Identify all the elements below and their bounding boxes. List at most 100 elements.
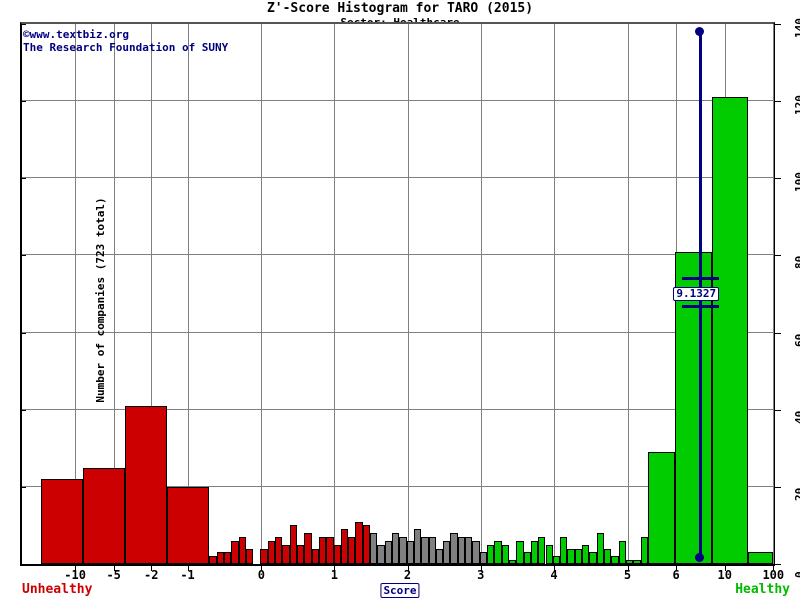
histogram-bar: [245, 548, 254, 564]
y-axis-tick-mark-left: [20, 486, 26, 488]
y-axis-tick-mark-left: [20, 332, 26, 334]
y-axis-tick-mark-left: [20, 178, 26, 180]
gridline-vertical: [334, 24, 336, 564]
histogram-bar: [406, 540, 414, 564]
histogram-bar: [326, 537, 334, 564]
histogram-bar: [333, 544, 341, 564]
y-axis-title: Number of companies (723 total): [94, 197, 108, 403]
histogram-bar: [711, 97, 749, 564]
gridline-horizontal: [22, 408, 773, 410]
x-axis-tick-label: 3: [477, 568, 485, 582]
x-axis-tick-label: 100: [762, 568, 785, 582]
gridline-vertical: [187, 24, 189, 564]
y-axis-tick-label: 140: [793, 18, 800, 38]
histogram-bar: [552, 556, 561, 564]
zone-label-unhealthy: Unhealthy: [22, 582, 93, 597]
x-axis-tick-mark: [113, 566, 115, 571]
histogram-bar: [318, 537, 327, 564]
y-axis-tick-label: 20: [793, 487, 800, 501]
histogram-bar: [304, 533, 312, 564]
histogram-bar: [289, 525, 297, 564]
x-axis-tick-mark: [553, 566, 555, 571]
y-axis-tick-mark-left: [20, 24, 26, 25]
histogram-bar: [421, 537, 429, 564]
x-axis-tick-mark: [676, 566, 678, 571]
credits-line-1: ©www.textbiz.org: [23, 28, 129, 41]
histogram-bar: [435, 548, 444, 564]
histogram-bar: [267, 540, 276, 564]
histogram-bars: [22, 24, 773, 564]
marker-cap-upper: [682, 277, 720, 281]
histogram-bar: [618, 540, 626, 564]
gridline-horizontal: [22, 100, 773, 102]
histogram-bar: [538, 537, 546, 564]
x-axis-tick-mark: [187, 566, 189, 571]
histogram-bar: [494, 540, 502, 564]
gridline-vertical: [151, 24, 153, 564]
y-axis-tick-label: 40: [793, 410, 800, 424]
histogram-bar: [589, 552, 597, 564]
y-axis-tick-mark: [775, 255, 781, 257]
histogram-bar: [640, 537, 648, 564]
histogram-bar: [260, 548, 268, 564]
x-axis-tick-label: 6: [672, 568, 680, 582]
y-axis-tick-label: 0: [793, 571, 800, 578]
y-axis-tick-label: 120: [793, 95, 800, 116]
y-axis-tick-mark-left: [20, 255, 26, 257]
histogram-bar: [340, 529, 349, 564]
histogram-bar: [443, 540, 451, 564]
gridline-horizontal: [22, 331, 773, 333]
histogram-bar: [675, 251, 712, 564]
histogram-bar: [457, 537, 466, 564]
histogram-bar: [523, 552, 531, 564]
credits-block: ©www.textbiz.org The Research Foundation …: [23, 28, 228, 54]
marker-dot-bottom: [695, 553, 705, 563]
histogram-bar: [611, 556, 619, 564]
x-axis-tick-label: 5: [623, 568, 632, 582]
histogram-bar: [377, 544, 385, 564]
histogram-bar: [596, 533, 604, 564]
x-axis-tick-mark: [151, 566, 153, 571]
x-axis-tick-mark: [75, 566, 77, 571]
histogram-bar: [560, 537, 568, 564]
histogram-bar: [413, 529, 422, 564]
histogram-bar: [516, 540, 524, 564]
x-axis-tick-label: 2: [403, 568, 412, 582]
x-axis-tick-label: 0: [257, 568, 266, 582]
y-axis-tick-mark-left: [20, 101, 26, 103]
y-axis-tick-label: 100: [793, 172, 800, 193]
y-axis-tick-mark: [775, 564, 781, 565]
gridline-vertical: [480, 24, 482, 564]
histogram-bar: [209, 556, 217, 564]
gridline-vertical: [553, 24, 555, 564]
histogram-bar: [384, 540, 392, 564]
gridline-vertical: [407, 24, 409, 564]
y-axis-tick-label: 80: [793, 256, 800, 270]
histogram-bar: [567, 548, 575, 564]
gridline-vertical: [627, 24, 629, 564]
histogram-bar: [625, 560, 634, 564]
histogram-bar: [355, 521, 363, 564]
gridline-horizontal: [22, 254, 773, 256]
x-axis-tick-label: 10: [717, 568, 732, 582]
histogram-bar: [311, 548, 319, 564]
gridline-vertical: [773, 24, 775, 564]
histogram-bar: [748, 552, 773, 564]
y-axis-tick-mark-left: [20, 409, 26, 411]
histogram-bar: [633, 560, 641, 564]
histogram-bar: [399, 537, 407, 564]
y-axis-tick-mark: [775, 409, 781, 411]
y-axis-tick-mark: [775, 24, 781, 25]
histogram-bar: [501, 544, 509, 564]
x-axis-tick-mark: [480, 566, 482, 571]
histogram-bar: [487, 544, 495, 564]
histogram-bar: [530, 540, 539, 564]
histogram-bar: [582, 544, 590, 564]
histogram-bar: [450, 533, 458, 564]
histogram-bar: [348, 537, 356, 564]
histogram-bar: [41, 479, 84, 564]
x-axis-tick-mark: [334, 566, 336, 571]
histogram-bar: [574, 548, 583, 564]
gridline-horizontal: [22, 177, 773, 179]
marker-cap-lower: [682, 304, 720, 308]
